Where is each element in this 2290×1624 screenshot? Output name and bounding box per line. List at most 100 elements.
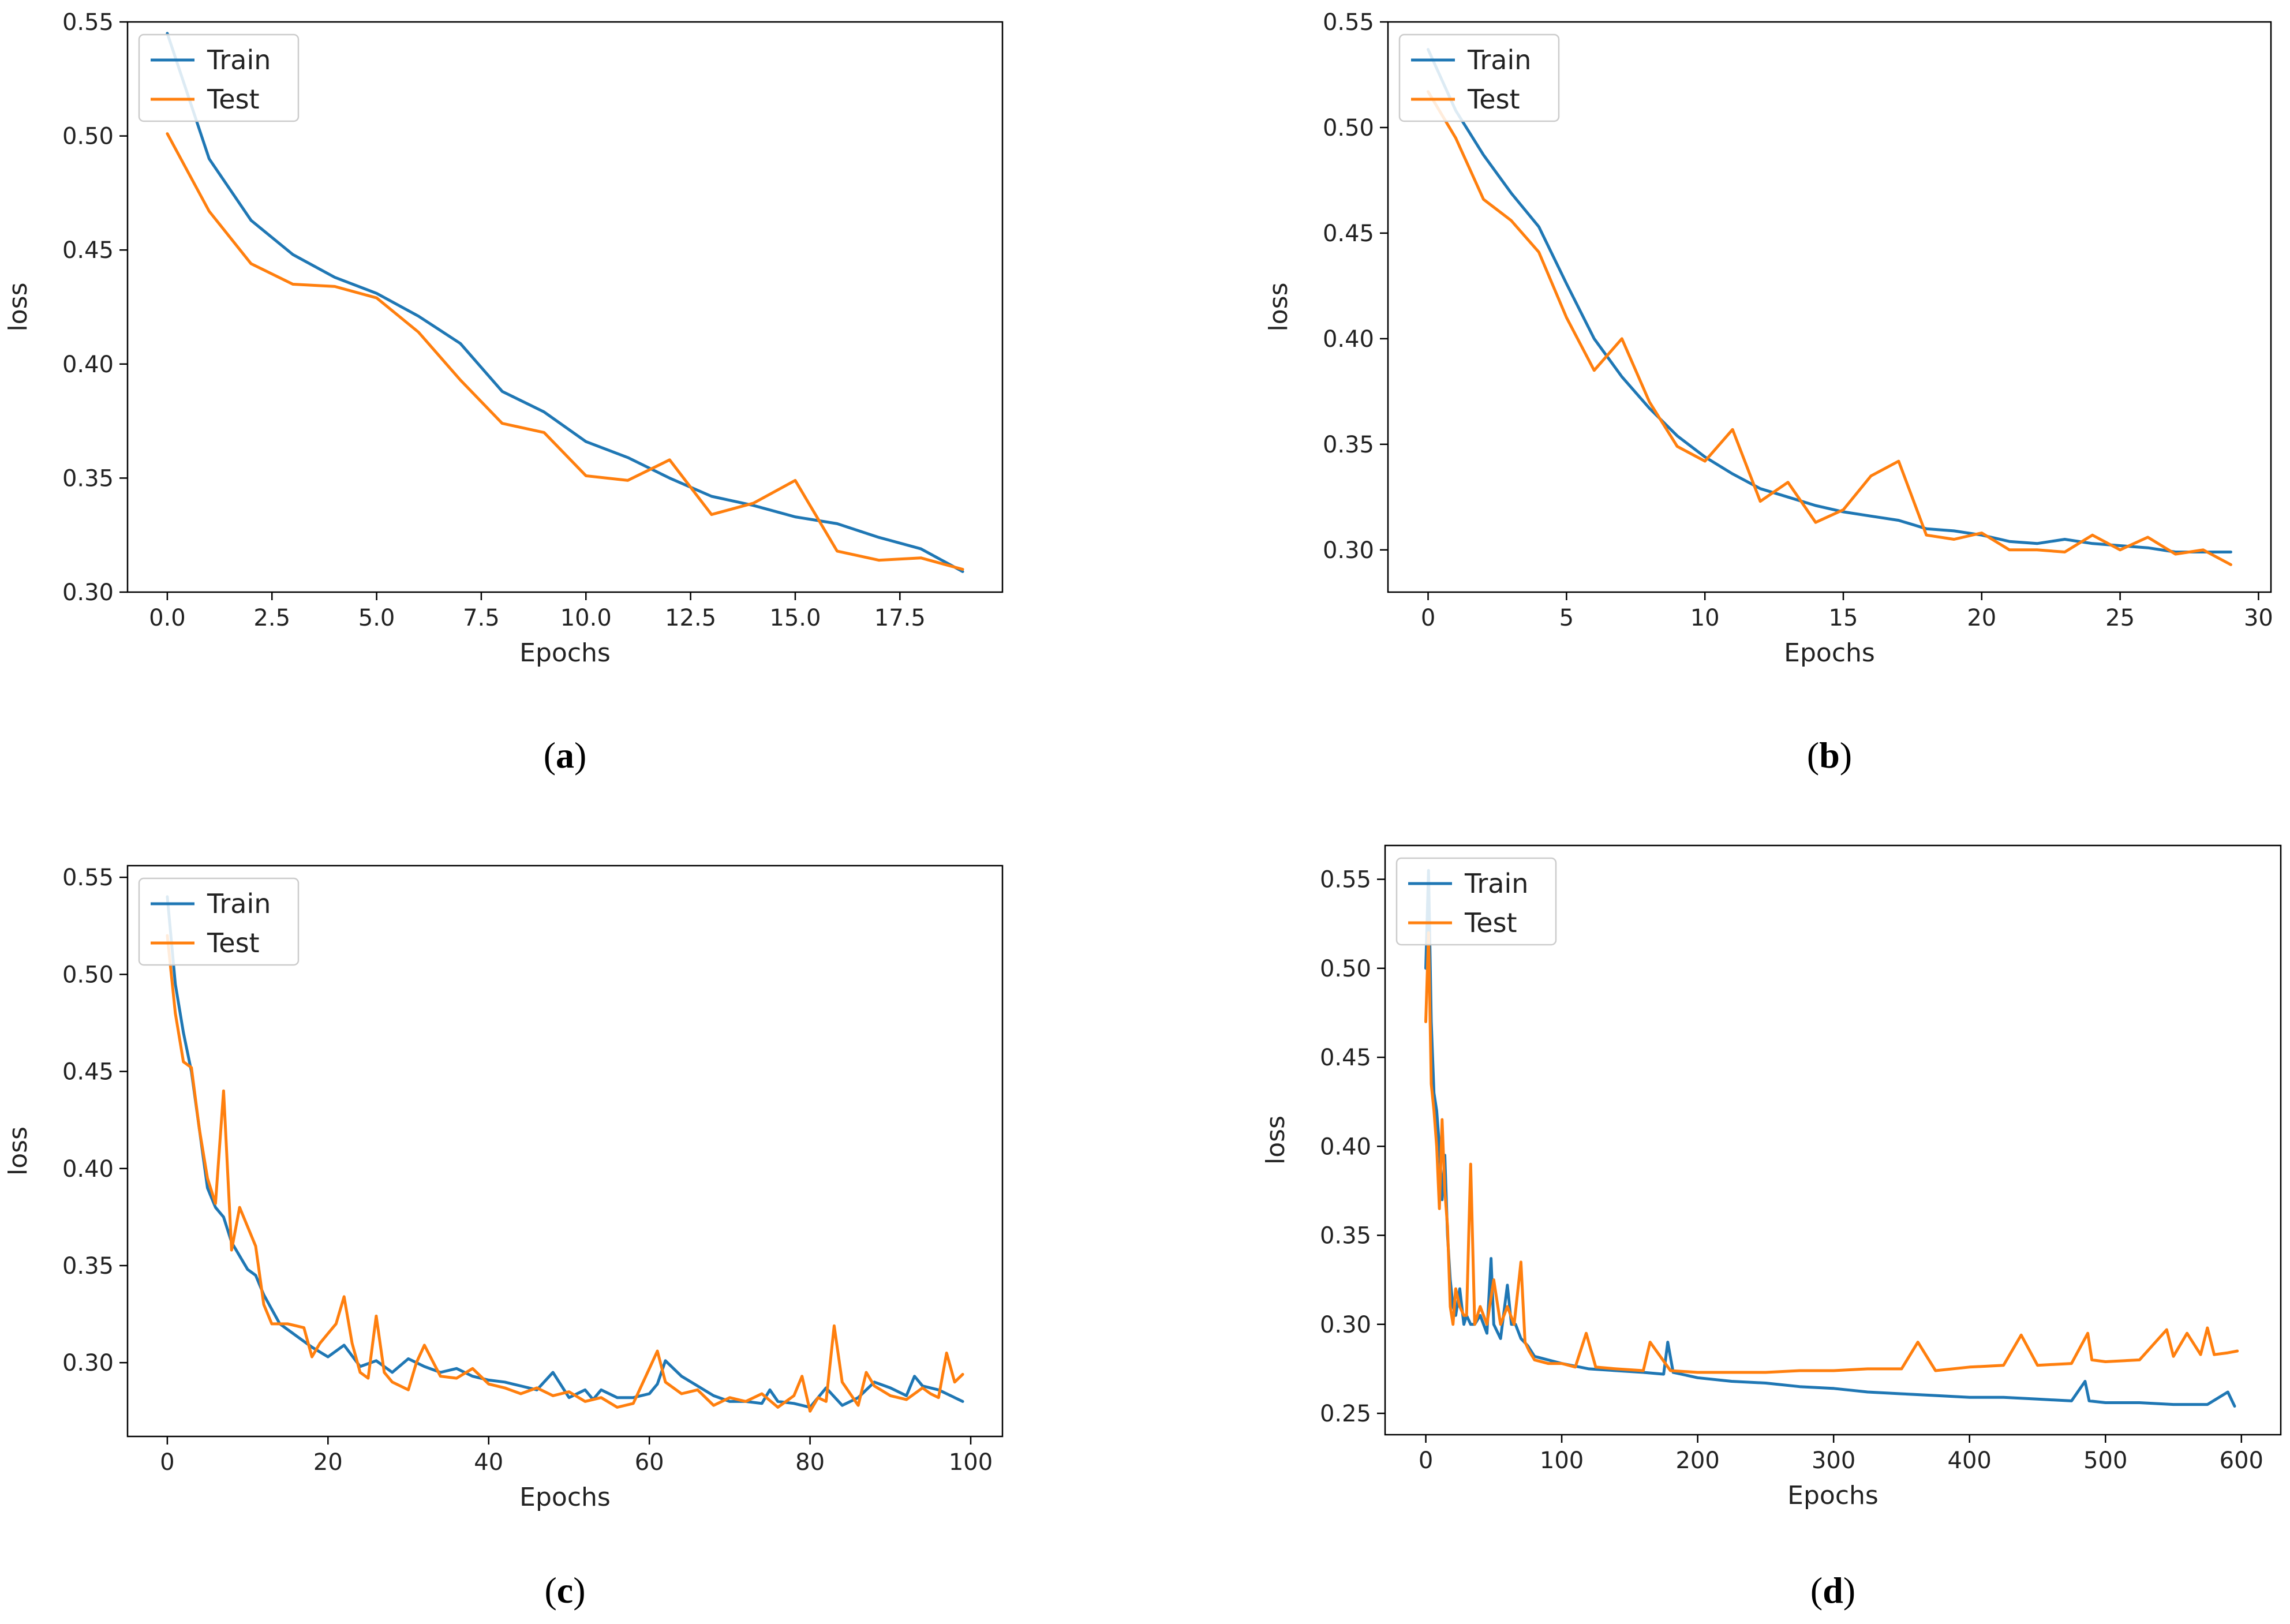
y-tick-label: 0.45 [62, 237, 114, 264]
x-tick-label: 5 [1559, 605, 1574, 631]
legend-label-train: Train [207, 44, 271, 76]
legend-label-train: Train [1464, 868, 1528, 899]
series-line-test [1424, 931, 2239, 1374]
x-tick-label: 10 [1690, 605, 1720, 631]
x-tick-label: 20 [313, 1449, 343, 1476]
legend-label-train: Train [207, 888, 271, 919]
x-tick-label: 40 [474, 1449, 503, 1476]
y-axis-label: loss [1264, 283, 1293, 332]
x-tick-label: 0.0 [149, 605, 186, 631]
x-tick-label: 30 [2244, 605, 2273, 631]
legend: Train Test [138, 877, 300, 966]
y-tick-label: 0.55 [1320, 867, 1371, 893]
legend-label-test: Test [1464, 907, 1517, 938]
y-tick-label: 0.45 [1320, 1045, 1371, 1071]
x-tick-label: 400 [1948, 1447, 1992, 1474]
x-tick-label: 0 [1419, 1447, 1433, 1474]
y-tick-label: 0.35 [1320, 1223, 1371, 1249]
x-tick-label: 15 [1829, 605, 1858, 631]
series-line-train [1427, 48, 2232, 553]
x-axis-label: Epochs [519, 1483, 611, 1512]
plot-frame [1387, 21, 2272, 593]
y-tick-label: 0.30 [62, 1350, 114, 1376]
x-tick-label: 5.0 [358, 605, 395, 631]
legend: Train Test [1395, 857, 1557, 946]
caption-close-paren: ) [574, 735, 586, 776]
x-axis-label: Epochs [1784, 638, 1875, 668]
legend: Train Test [1398, 33, 1560, 122]
panel-caption: (b) [1807, 735, 1852, 776]
x-tick-label: 100 [949, 1449, 993, 1476]
series-line-test [166, 934, 964, 1413]
panel-b: 0 5 10 15 20 25 30 0.30 0.35 0.40 0.45 0.50 0.55 Epoc… [1264, 9, 2273, 776]
y-tick-label: 0.55 [62, 865, 114, 891]
y-tick-label: 0.35 [1323, 432, 1374, 458]
panel-caption: (d) [1810, 1570, 1855, 1611]
y-tick-label: 0.50 [1323, 115, 1374, 141]
y-tick-label: 0.30 [1320, 1312, 1371, 1338]
legend: Train Test [138, 33, 300, 122]
y-tick-label: 0.30 [1323, 537, 1374, 564]
y-tick-label: 0.45 [1323, 220, 1374, 247]
x-tick-label: 7.5 [463, 605, 500, 631]
y-axis-label: loss [3, 283, 33, 332]
panel-a: 0.0 2.5 5.0 7.5 10.0 12.5 15.0 17.5 0.30 0.35 0.40… [3, 9, 1004, 776]
x-tick-label: 200 [1675, 1447, 1719, 1474]
series-line-test [1427, 90, 2232, 566]
x-tick-label: 10.0 [560, 605, 612, 631]
x-tick-label: 60 [635, 1449, 664, 1476]
y-tick-label: 0.35 [62, 465, 114, 492]
x-tick-label: 0 [1421, 605, 1435, 631]
legend-label-test: Test [207, 927, 260, 959]
caption-close-paren: ) [1843, 1570, 1855, 1611]
series-line-train [166, 32, 964, 573]
caption-close-paren: ) [573, 1570, 585, 1611]
y-tick-label: 0.50 [1320, 956, 1371, 982]
legend-label-train: Train [1467, 44, 1531, 76]
x-tick-label: 25 [2105, 605, 2135, 631]
panel-caption: (a) [544, 735, 587, 776]
legend-label-test: Test [1467, 84, 1520, 115]
x-tick-label: 100 [1540, 1447, 1584, 1474]
caption-open-paren: ( [544, 1570, 556, 1611]
plot-frame [126, 21, 1004, 593]
caption-open-paren: ( [1810, 1570, 1823, 1611]
caption-letter: c [557, 1570, 573, 1611]
y-tick-label: 0.40 [1323, 326, 1374, 353]
panels: 0.0 2.5 5.0 7.5 10.0 12.5 15.0 17.5 0.30 0.35 0.40… [3, 9, 2282, 1611]
x-tick-label: 20 [1967, 605, 1996, 631]
caption-letter: a [556, 735, 574, 776]
caption-letter: b [1819, 735, 1840, 776]
x-tick-label: 17.5 [874, 605, 926, 631]
y-axis-label: loss [1261, 1116, 1290, 1165]
x-axis-label: Epochs [519, 638, 611, 668]
y-tick-label: 0.50 [62, 961, 114, 988]
panel-caption: (c) [544, 1570, 585, 1611]
legend-label-test: Test [207, 84, 260, 115]
y-tick-label: 0.25 [1320, 1401, 1371, 1427]
x-tick-label: 600 [2220, 1447, 2263, 1474]
y-tick-label: 0.55 [62, 9, 114, 36]
x-tick-label: 2.5 [253, 605, 290, 631]
series-line-test [166, 132, 964, 571]
y-tick-label: 0.50 [62, 124, 114, 150]
caption-letter: d [1823, 1570, 1843, 1611]
x-axis-label: Epochs [1787, 1481, 1879, 1510]
caption-open-paren: ( [544, 735, 556, 776]
plot-frame [126, 865, 1004, 1438]
y-tick-label: 0.40 [62, 351, 114, 378]
y-tick-label: 0.30 [62, 579, 114, 606]
x-tick-label: 80 [795, 1449, 825, 1476]
x-tick-label: 0 [160, 1449, 174, 1476]
x-tick-label: 15.0 [769, 605, 821, 631]
y-tick-label: 0.40 [62, 1156, 114, 1183]
x-tick-label: 300 [1812, 1447, 1855, 1474]
x-tick-label: 500 [2083, 1447, 2127, 1474]
caption-open-paren: ( [1807, 735, 1819, 776]
x-tick-label: 12.5 [665, 605, 716, 631]
y-tick-label: 0.40 [1320, 1133, 1371, 1160]
panel-c: 0 20 40 60 80 100 0.30 0.35 0.40 0.45 0.50 0.55 Epoc… [3, 865, 1004, 1611]
y-axis-label: loss [3, 1127, 33, 1176]
